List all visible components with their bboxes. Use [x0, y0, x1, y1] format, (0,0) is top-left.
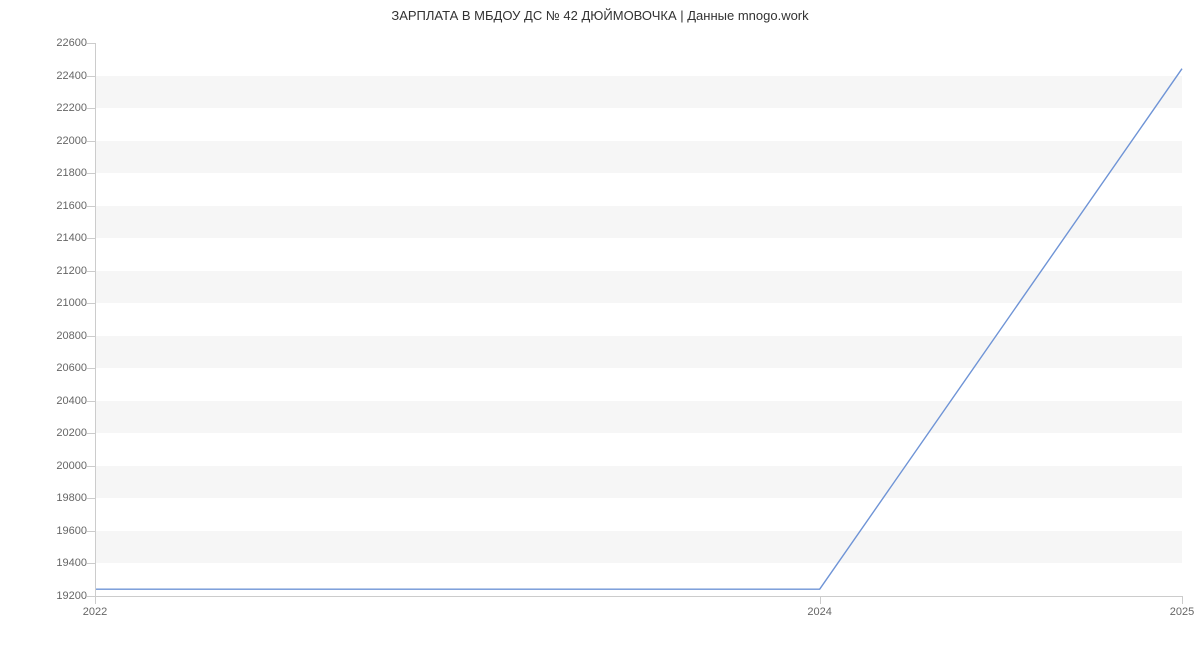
y-tick-label: 19800: [56, 492, 95, 504]
y-tick-label: 19600: [56, 525, 95, 537]
y-tick-label: 20000: [56, 460, 95, 472]
x-tick-label: 2022: [83, 596, 107, 618]
y-tick-label: 22000: [56, 135, 95, 147]
series-line: [95, 69, 1182, 589]
x-tick-label: 2024: [807, 596, 831, 618]
y-tick-label: 21400: [56, 232, 95, 244]
plot-area: 1920019400196001980020000202002040020600…: [95, 43, 1182, 596]
y-tick-label: 20600: [56, 362, 95, 374]
x-tick-label: 2025: [1170, 596, 1194, 618]
chart-title: ЗАРПЛАТА В МБДОУ ДС № 42 ДЮЙМОВОЧКА | Да…: [0, 8, 1200, 23]
y-tick-label: 21000: [56, 297, 95, 309]
y-tick-label: 21200: [56, 265, 95, 277]
line-series: [95, 43, 1182, 596]
y-tick-label: 20400: [56, 395, 95, 407]
y-tick-label: 22400: [56, 70, 95, 82]
y-tick-label: 19400: [56, 557, 95, 569]
x-axis-line: [95, 596, 1182, 597]
y-tick-label: 20200: [56, 427, 95, 439]
salary-chart: ЗАРПЛАТА В МБДОУ ДС № 42 ДЮЙМОВОЧКА | Да…: [0, 0, 1200, 650]
y-tick-label: 20800: [56, 330, 95, 342]
y-axis-line: [95, 43, 96, 596]
y-tick-label: 22600: [56, 37, 95, 49]
y-tick-label: 21800: [56, 167, 95, 179]
y-tick-label: 22200: [56, 102, 95, 114]
y-tick-label: 21600: [56, 200, 95, 212]
